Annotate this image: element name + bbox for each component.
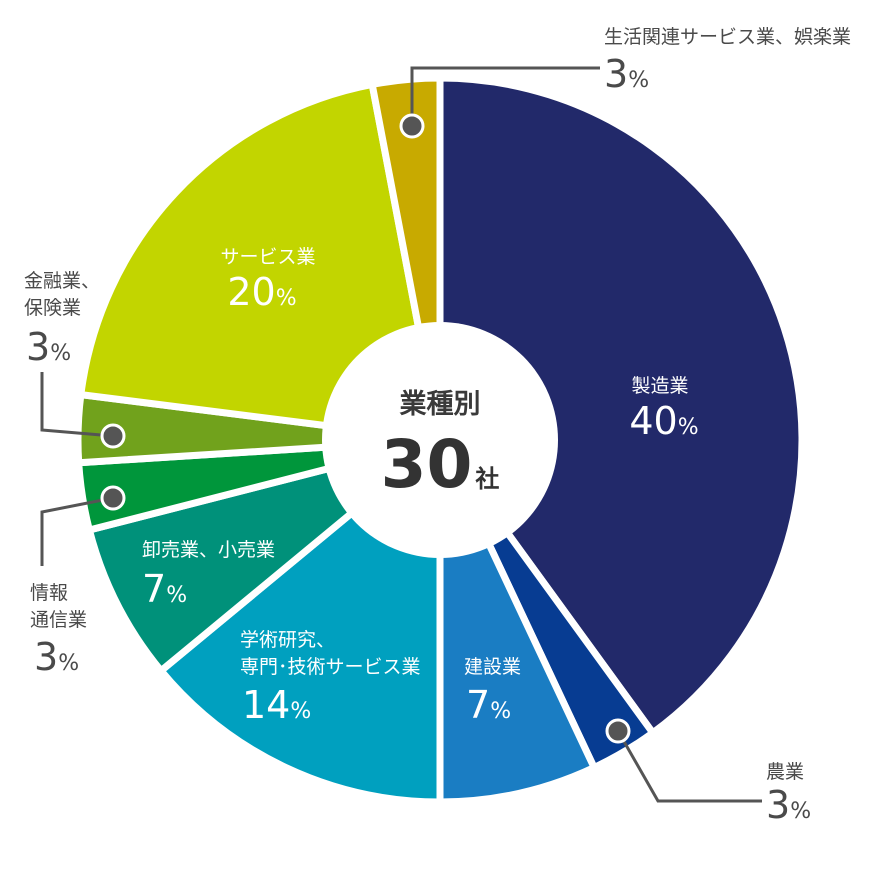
- leader-line-lifestyle: [410, 66, 600, 126]
- pie-slices: [74, 74, 806, 806]
- label-academic-name-1: 学術研究、: [240, 629, 335, 651]
- label-agriculture-name: 農業: [766, 761, 804, 783]
- label-it-name-1: 情報: [30, 582, 68, 604]
- center-count-value: 30: [381, 426, 473, 503]
- label-lifestyle-name: 生活関連サービス業、娯楽業: [604, 26, 851, 48]
- leader-dot-finance: [100, 423, 126, 449]
- pie-slice-manufacturing: [436, 74, 806, 738]
- center-count: 30 社: [381, 426, 500, 503]
- label-wholesale-pct: 7%: [142, 567, 187, 611]
- label-manufacturing-pct: 40%: [629, 399, 698, 443]
- leader-dot-it: [100, 485, 126, 511]
- label-construction-pct: 7%: [466, 683, 511, 727]
- label-services-pct: 20%: [227, 270, 296, 314]
- leader-line-finance: [40, 372, 114, 438]
- label-lifestyle-pct: 3%: [604, 52, 649, 96]
- label-finance-name-2: 保険業: [24, 297, 81, 319]
- label-services-name: サービス業: [220, 246, 315, 268]
- leader-dots: [100, 113, 631, 744]
- label-finance-name-1: 金融業、: [24, 270, 100, 292]
- leader-line-agriculture: [616, 730, 762, 803]
- leader-line-it: [40, 496, 114, 566]
- label-manufacturing-name: 製造業: [631, 375, 688, 397]
- center-count-unit: 社: [475, 465, 499, 493]
- center-title: 業種別: [400, 389, 481, 420]
- label-construction-name: 建設業: [464, 656, 521, 678]
- leader-lines: [40, 66, 762, 803]
- center-hole: [322, 322, 558, 558]
- label-it-name-2: 通信業: [30, 609, 87, 631]
- leader-dot-agriculture: [605, 718, 631, 744]
- label-wholesale-name: 卸売業、小売業: [142, 539, 275, 561]
- label-academic-name-2: 専門･技術サービス業: [240, 656, 421, 678]
- leader-dot-lifestyle: [399, 113, 425, 139]
- label-agriculture-pct: 3%: [766, 783, 811, 827]
- label-academic-pct: 14%: [242, 683, 311, 727]
- pie-slice-services: [76, 80, 445, 445]
- label-finance-pct: 3%: [26, 325, 71, 369]
- label-it-pct: 3%: [34, 635, 79, 679]
